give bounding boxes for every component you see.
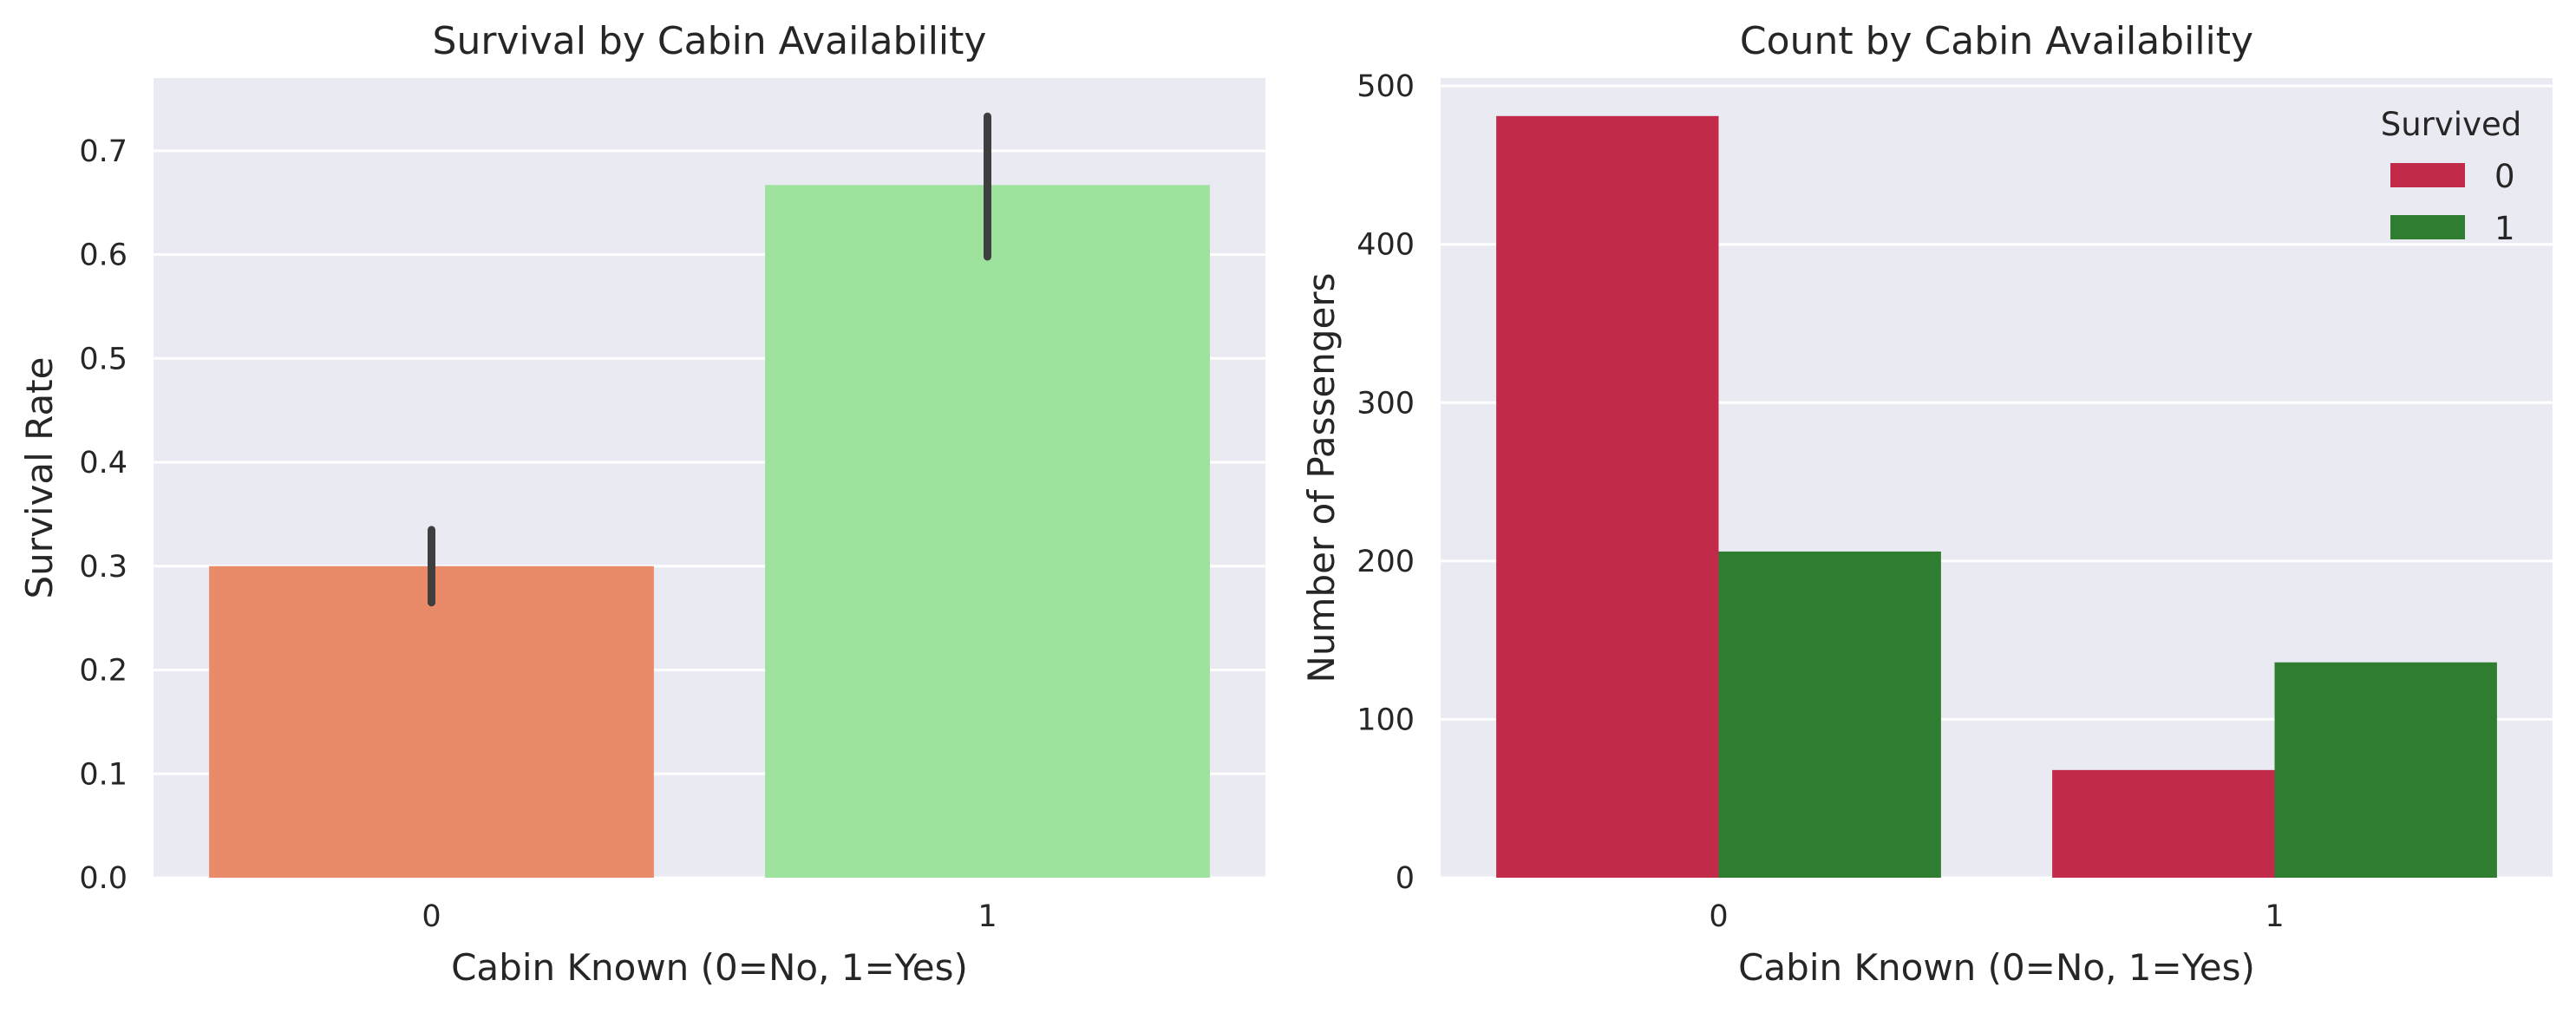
y-tick-label-left: 0.4: [79, 446, 127, 480]
y-tick-label-left: 0.2: [79, 654, 127, 689]
bar-cabin-1: [765, 185, 1210, 879]
legend-swatch-0: [2390, 163, 2465, 187]
y-tick-label-left: 0.5: [79, 342, 127, 376]
bar-cabin-1-survived-0: [2052, 769, 2275, 878]
y-tick-label-left: 0.0: [79, 861, 127, 896]
ticks-right: 0 100 200 300 400 500 0 1: [1357, 69, 2284, 934]
bar-cabin-1-survived-1: [2274, 662, 2497, 878]
y-tick-label-right: 200: [1357, 545, 1415, 579]
bar-cabin-0-survived-1: [1718, 551, 1941, 878]
legend-swatch-1: [2390, 215, 2465, 239]
x-tick-label-left: 0: [422, 899, 441, 934]
y-tick-label-right: 300: [1357, 386, 1415, 421]
y-tick-label-right: 0: [1396, 861, 1415, 896]
y-tick-label-right: 400: [1357, 228, 1415, 263]
legend-label-1: 1: [2494, 210, 2515, 247]
bars-right: [1496, 115, 2497, 879]
y-axis-label-left: Survival Rate: [18, 357, 61, 599]
legend: Survived 0 1: [2381, 106, 2521, 247]
bar-cabin-0-survived-0: [1496, 115, 1719, 879]
bar-cabin-0: [209, 565, 654, 878]
chart-passenger-count: 0 100 200 300 400 500 0 1 Count by Cabin Availa…: [1300, 19, 2553, 989]
y-tick-label-left: 0.7: [79, 134, 127, 169]
chart-survival-rate: 0.0 0.1 0.2 0.3 0.4 0.5 0.6 0.7 0 1 Survival by C…: [18, 19, 1265, 989]
chart-title-left: Survival by Cabin Availability: [433, 19, 987, 63]
x-axis-label-right: Cabin Known (0=No, 1=Yes): [1738, 946, 2255, 989]
x-axis-label-left: Cabin Known (0=No, 1=Yes): [451, 946, 968, 989]
x-tick-label-left: 1: [977, 899, 997, 934]
y-tick-label-left: 0.6: [79, 239, 127, 273]
legend-label-0: 0: [2494, 158, 2515, 195]
y-tick-label-left: 0.1: [79, 757, 127, 792]
y-tick-label-left: 0.3: [79, 550, 127, 585]
ticks-left: 0.0 0.1 0.2 0.3 0.4 0.5 0.6 0.7 0 1: [79, 134, 997, 934]
y-axis-label-right: Number of Passengers: [1300, 273, 1343, 683]
legend-title: Survived: [2381, 106, 2521, 143]
x-tick-label-right: 0: [1709, 899, 1728, 934]
y-tick-label-right: 100: [1357, 703, 1415, 737]
chart-title-right: Count by Cabin Availability: [1740, 19, 2253, 63]
x-tick-label-right: 1: [2265, 899, 2284, 934]
y-tick-label-right: 500: [1357, 69, 1415, 104]
bars-left: [209, 112, 1210, 879]
